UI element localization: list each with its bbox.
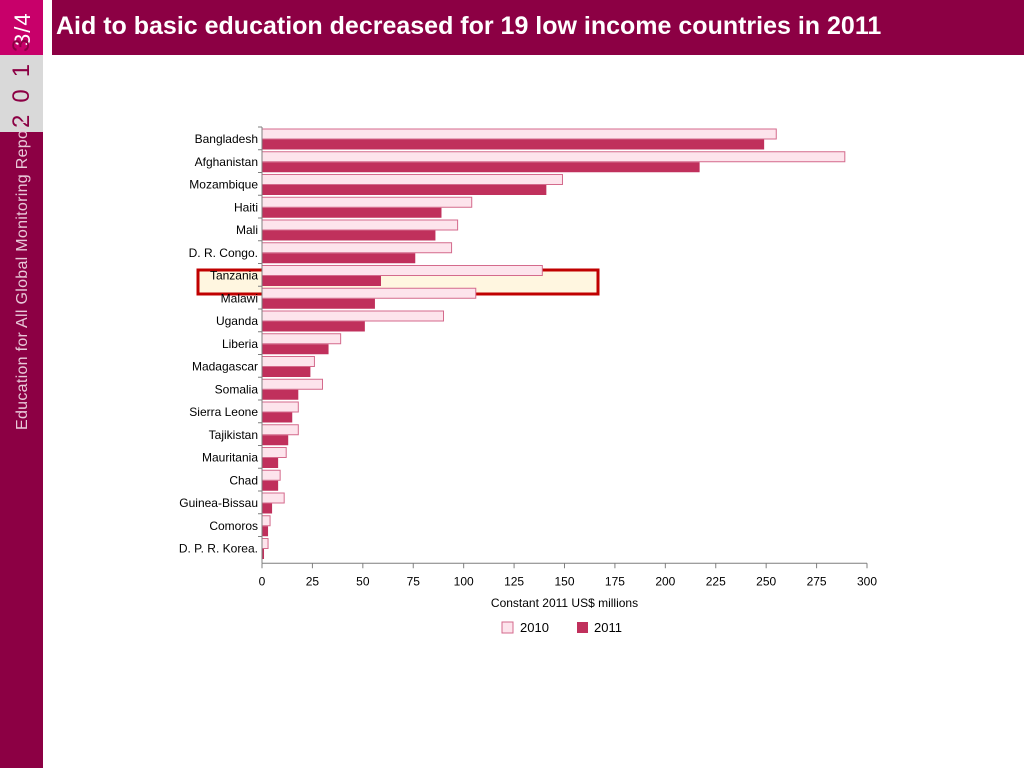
category-label: D. P. R. Korea. — [179, 542, 258, 556]
category-label: Mauritania — [202, 451, 258, 465]
bar-2010 — [262, 470, 280, 480]
category-label: Haiti — [234, 200, 258, 214]
x-tick-label: 150 — [554, 574, 574, 588]
x-tick-label: 0 — [259, 574, 266, 588]
category-label: Mozambique — [189, 178, 258, 192]
bar-2010 — [262, 266, 542, 276]
category-label: D. R. Congo. — [189, 246, 258, 260]
bar-2011 — [262, 185, 546, 195]
legend-label-2010: 2010 — [520, 620, 549, 635]
bar-2010 — [262, 379, 323, 389]
bar-2011 — [262, 504, 272, 514]
bar-2011 — [262, 526, 268, 536]
bar-2010 — [262, 152, 845, 162]
x-tick-label: 175 — [605, 574, 625, 588]
x-tick-label: 75 — [407, 574, 421, 588]
bar-2010 — [262, 197, 472, 207]
bar-2011 — [262, 276, 381, 286]
category-label: Madagascar — [192, 360, 258, 374]
x-tick-label: 125 — [504, 574, 524, 588]
category-label: Tajikistan — [209, 428, 258, 442]
bar-2010 — [262, 425, 298, 435]
category-label: Somalia — [215, 382, 259, 396]
x-tick-label: 250 — [756, 574, 776, 588]
bar-2011 — [262, 390, 298, 400]
category-label: Comoros — [209, 519, 258, 533]
x-tick-label: 25 — [306, 574, 320, 588]
x-tick-label: 225 — [706, 574, 726, 588]
bar-2011 — [262, 208, 441, 218]
bar-2011 — [262, 322, 365, 332]
category-label: Liberia — [222, 337, 258, 351]
bar-2011 — [262, 231, 435, 241]
bar-2011 — [262, 344, 329, 354]
x-tick-label: 300 — [857, 574, 877, 588]
bar-2011 — [262, 162, 700, 172]
bar-2010 — [262, 357, 314, 367]
bar-2010 — [262, 220, 458, 230]
bar-2011 — [262, 458, 278, 468]
bar-2010 — [262, 539, 268, 549]
bar-2011 — [262, 253, 415, 263]
bar-2010 — [262, 516, 270, 526]
bar-2010 — [262, 288, 476, 298]
category-label: Bangladesh — [195, 132, 258, 146]
bar-2010 — [262, 402, 298, 412]
x-tick-label: 100 — [454, 574, 474, 588]
bar-2011 — [262, 413, 292, 423]
bar-2010 — [262, 175, 562, 185]
bar-2010 — [262, 448, 286, 458]
bar-2010 — [262, 311, 444, 321]
x-tick-label: 200 — [655, 574, 675, 588]
bar-2010 — [262, 334, 341, 344]
bar-2010 — [262, 243, 452, 253]
category-label: Malawi — [221, 291, 258, 305]
legend-swatch-2011 — [577, 622, 588, 633]
category-label: Tanzania — [210, 269, 258, 283]
category-label: Afghanistan — [195, 155, 258, 169]
x-tick-label: 50 — [356, 574, 370, 588]
bar-2011 — [262, 435, 288, 445]
bar-2010 — [262, 129, 776, 139]
category-label: Guinea-Bissau — [179, 496, 258, 510]
bar-2011 — [262, 367, 310, 377]
bar-2011 — [262, 140, 764, 150]
category-label: Uganda — [216, 314, 258, 328]
category-label: Mali — [236, 223, 258, 237]
x-tick-label: 275 — [807, 574, 827, 588]
legend-label-2011: 2011 — [594, 620, 622, 635]
bar-2010 — [262, 493, 284, 503]
bar-2011 — [262, 481, 278, 491]
x-axis-label: Constant 2011 US$ millions — [491, 596, 638, 610]
bar-2011 — [262, 299, 375, 309]
legend-swatch-2010 — [502, 622, 513, 633]
category-label: Chad — [229, 473, 258, 487]
category-label: Sierra Leone — [189, 405, 258, 419]
